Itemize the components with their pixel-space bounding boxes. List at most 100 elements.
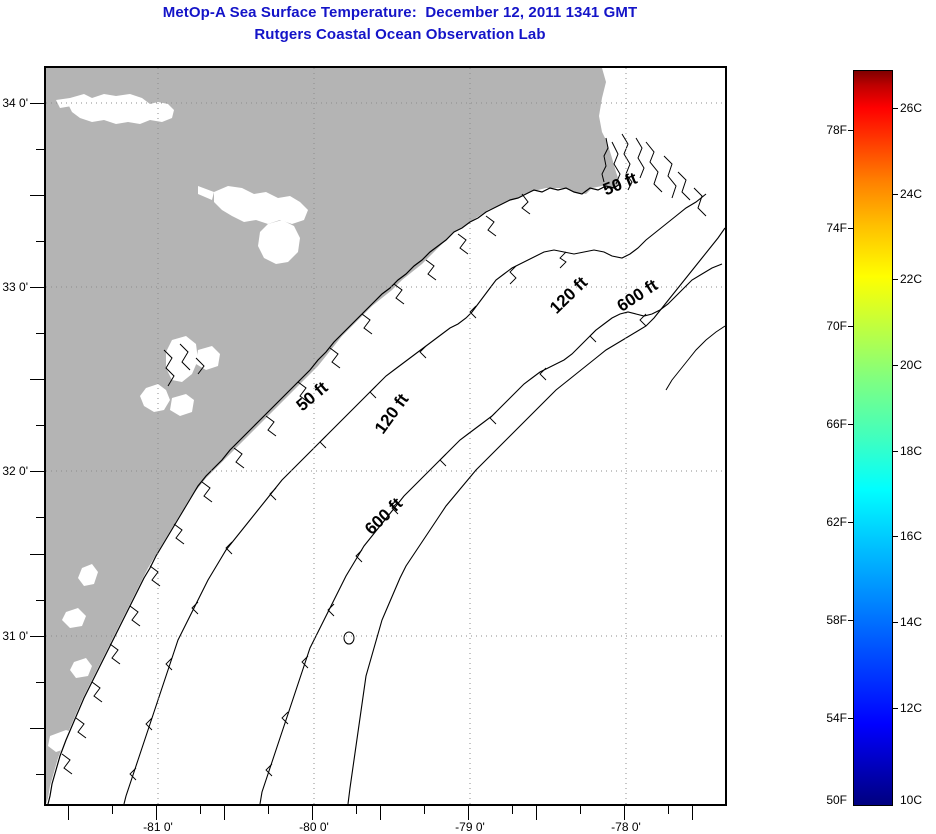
x-tick-minor bbox=[580, 806, 581, 814]
y-tick-major bbox=[30, 287, 44, 288]
map-canvas bbox=[46, 68, 725, 804]
cloud-patch-northwest bbox=[68, 94, 174, 124]
colorbar-tick-c bbox=[892, 622, 898, 623]
colorbar-label-78f: 78F bbox=[826, 123, 847, 137]
land-mass-polygon bbox=[46, 68, 620, 804]
y-tick-minor bbox=[36, 425, 44, 426]
cloud-patch-northwest-tail bbox=[56, 98, 72, 108]
colorbar-label-54f: 54F bbox=[826, 711, 847, 725]
x-tick-minor bbox=[68, 806, 69, 820]
colorbar-label-74f: 74F bbox=[826, 221, 847, 235]
x-axis-label-79: -79 0' bbox=[455, 820, 485, 834]
colorbar-tick-c bbox=[892, 279, 898, 280]
x-tick-minor bbox=[536, 806, 537, 820]
y-tick-major bbox=[30, 471, 44, 472]
y-axis-label-33: 33 0' bbox=[2, 280, 28, 294]
x-tick-major bbox=[468, 806, 469, 820]
x-tick-minor bbox=[692, 806, 693, 820]
x-tick-minor bbox=[268, 806, 269, 814]
y-tick-major bbox=[30, 636, 44, 637]
y-tick-minor bbox=[36, 682, 44, 683]
eddy-feature bbox=[343, 631, 355, 645]
page-title: MetOp-A Sea Surface Temperature: Decembe… bbox=[162, 4, 638, 21]
colorbar-label-50f: 50F bbox=[826, 793, 847, 807]
y-tick-minor bbox=[36, 600, 44, 601]
colorbar-label-58f: 58F bbox=[826, 613, 847, 627]
colorbar-tick-f bbox=[848, 326, 854, 327]
y-tick-minor bbox=[36, 149, 44, 150]
colorbar-tick-c bbox=[892, 365, 898, 366]
colorbar-label-26c: 26C bbox=[900, 101, 923, 115]
cloud-patch-bay bbox=[166, 336, 198, 382]
contour-outer-shelf bbox=[665, 325, 725, 391]
y-tick-minor bbox=[36, 517, 44, 518]
colorbar-tick-f bbox=[848, 718, 854, 719]
contour-120ft-detail bbox=[265, 313, 647, 777]
colorbar-label-62f: 62F bbox=[826, 515, 847, 529]
x-tick-minor bbox=[380, 806, 381, 820]
cloud-patch-coast-strip-3 bbox=[70, 658, 92, 678]
colorbar-tick-f bbox=[848, 130, 854, 131]
colorbar-tick-c bbox=[892, 194, 898, 195]
map-gridlines bbox=[46, 68, 725, 804]
contour-600ft bbox=[347, 227, 725, 804]
x-tick-minor bbox=[424, 806, 425, 814]
x-tick-major bbox=[312, 806, 313, 820]
cloud-patch-lower-land bbox=[140, 384, 170, 412]
cloud-patch-central-tail bbox=[198, 186, 214, 200]
x-tick-minor bbox=[200, 806, 201, 814]
colorbar-label-18c: 18C bbox=[900, 444, 923, 458]
x-tick-major bbox=[156, 806, 157, 820]
x-tick-minor bbox=[356, 806, 357, 814]
colorbar-tick-f bbox=[848, 522, 854, 523]
y-tick-minor bbox=[30, 379, 44, 380]
map-plot-area[interactable]: 50 ft 50 ft 120 ft 120 ft 600 ft 600 ft bbox=[44, 66, 727, 806]
x-tick-minor bbox=[512, 806, 513, 814]
colorbar-label-16c: 16C bbox=[900, 529, 923, 543]
y-axis-label-32: 32 0' bbox=[2, 464, 28, 478]
y-tick-major bbox=[30, 103, 44, 104]
y-tick-minor bbox=[36, 241, 44, 242]
coastline bbox=[47, 183, 621, 804]
contour-120ft bbox=[259, 263, 723, 804]
colorbar-tick-f bbox=[848, 424, 854, 425]
x-tick-major bbox=[624, 806, 625, 820]
colorbar-label-12c: 12C bbox=[900, 701, 923, 715]
y-tick-minor bbox=[36, 333, 44, 334]
colorbar-label-14c: 14C bbox=[900, 615, 923, 629]
cloud-patch-central bbox=[214, 186, 308, 224]
cloud-patch-southwest-2 bbox=[60, 754, 84, 772]
x-tick-minor bbox=[112, 806, 113, 814]
colorbar-gradient bbox=[853, 70, 893, 806]
y-tick-minor bbox=[30, 195, 44, 196]
cloud-patch-south-central bbox=[258, 220, 300, 264]
colorbar-tick-f bbox=[848, 228, 854, 229]
cloud-patch-lower-land-2 bbox=[170, 394, 194, 416]
colorbar-tick-f bbox=[848, 620, 854, 621]
colorbar[interactable]: 78F 74F 70F 66F 62F 58F 54F 50F 26C 24C … bbox=[826, 70, 922, 806]
colorbar-tick-c bbox=[892, 536, 898, 537]
colorbar-label-66f: 66F bbox=[826, 417, 847, 431]
cloud-patch-southwest bbox=[48, 730, 98, 752]
y-axis-label-31: 31 0' bbox=[2, 629, 28, 643]
colorbar-label-70f: 70F bbox=[826, 319, 847, 333]
x-axis-label-81: -81 0' bbox=[143, 820, 173, 834]
cloud-patch-coast-strip bbox=[78, 564, 98, 586]
y-tick-minor bbox=[30, 728, 44, 729]
colorbar-label-24c: 24C bbox=[900, 187, 923, 201]
cloud-patch-coast-strip-2 bbox=[62, 608, 86, 628]
x-tick-minor bbox=[668, 806, 669, 814]
colorbar-label-22c: 22C bbox=[900, 272, 923, 286]
y-tick-minor bbox=[30, 554, 44, 555]
colorbar-label-20c: 20C bbox=[900, 358, 923, 372]
colorbar-tick-c bbox=[892, 708, 898, 709]
y-tick-minor bbox=[36, 774, 44, 775]
x-axis-label-80: -80 0' bbox=[299, 820, 329, 834]
colorbar-tick-c bbox=[892, 451, 898, 452]
coastline-detail bbox=[61, 133, 707, 775]
x-axis-label-78: -78 0' bbox=[611, 820, 641, 834]
contour-50ft-detail bbox=[129, 251, 567, 781]
page-subtitle: Rutgers Coastal Ocean Observation Lab bbox=[254, 26, 546, 43]
colorbar-tick-c bbox=[892, 108, 898, 109]
x-tick-minor bbox=[224, 806, 225, 820]
